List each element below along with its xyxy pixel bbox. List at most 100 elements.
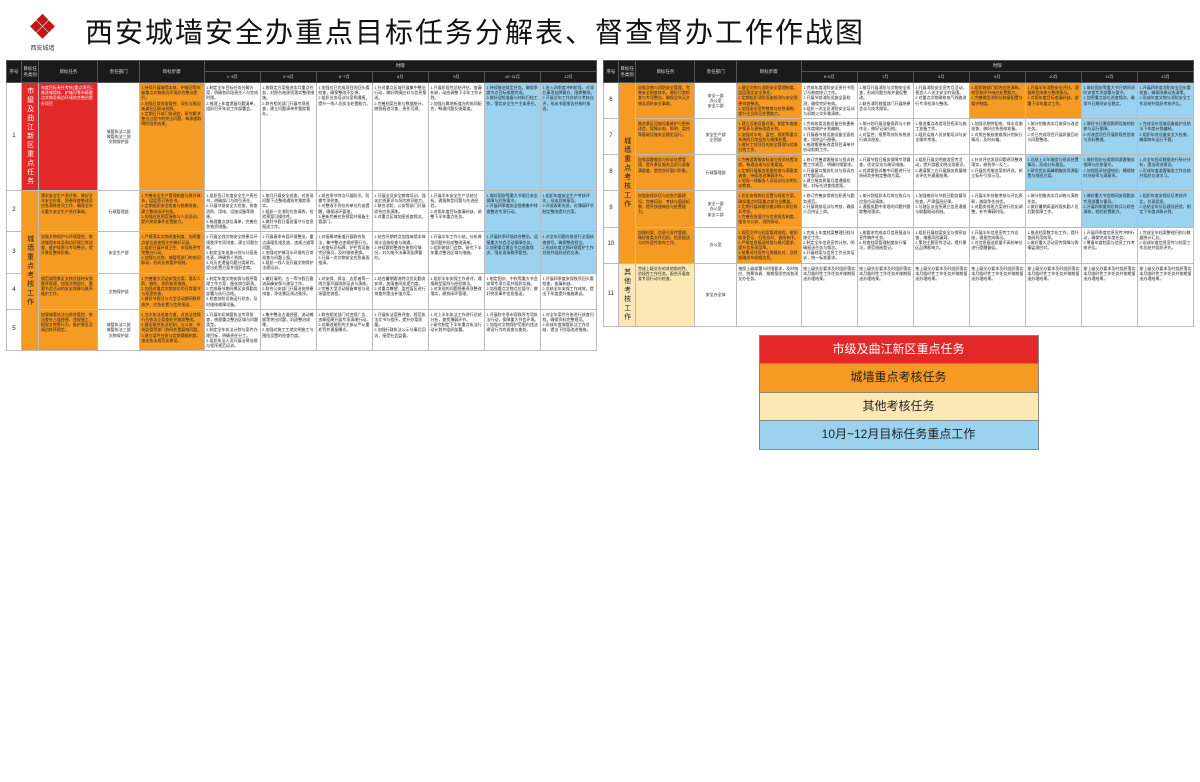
col-months-group: 时限 — [204, 61, 596, 72]
col-cat: 目标任务类别 — [618, 61, 636, 83]
dept-cell: 城管执法二部 城管执法三部 文物保护部 — [98, 309, 139, 350]
month-cell: 1.对安保、保洁、志愿者等一线力量开展岗前培训与演练。 2.完善大型活动报备审批… — [316, 273, 372, 309]
task-cell: 加强文物保护与环境管控，推进城墙本体及周边环境日常巡查、维护保养与专项整治，提升… — [39, 232, 98, 273]
month-cell: 1.开展年初城管执法专项排查，梳理重点整治区域与问题类型。 2.制定全年执法计划… — [204, 309, 260, 350]
legend-item: 市级及曲江新区重点任务 — [759, 335, 1038, 364]
row-number: 1 — [7, 83, 22, 191]
month-cell: 1.完成全年设施设备维护总结与下年度计划编制。 2.组织年终设备安全大检查，确保… — [1137, 119, 1193, 155]
page-header: ❖ 西安城墙 西安城墙安全办重点目标任务分解表、督查督办工作作战图 — [0, 0, 1200, 60]
month-cell: 1.完成年度消防安全责任书签订与制度修订工作。 2.开展节前消防设施全面检测，确… — [801, 83, 857, 119]
month-col: 11月 — [1081, 72, 1137, 83]
row-number: 11 — [604, 263, 619, 326]
logo-icon: ❖ — [28, 11, 57, 43]
month-cell: 1.制定全年目标任务分解方案，明确各阶段责任人与完成时限。 2.梳理上年度遗留问… — [204, 83, 260, 191]
brand-logo: ❖ 西安城墙 — [20, 9, 65, 54]
month-col: 10~11月 — [484, 72, 540, 83]
brand-name: 西安城墙 — [30, 43, 54, 52]
month-cell: 1.结合季节特点开展防汛、防雷专项检查。 2.对整改不到位的单位约谈提醒，确保闭… — [316, 191, 372, 232]
dept-cell: 安全一部 办公室 安全二部 — [695, 83, 736, 119]
month-cell: 1.结合汛期特点加强城墙本体排水设施检查与疏通。 2.持续跟踪整改台账销号情况，… — [372, 232, 428, 273]
col-dept: 责任部门 — [695, 61, 736, 83]
dept-cell: 安全生产部 — [98, 232, 139, 273]
dept-cell: 安全一部 办公室 安全二部 — [695, 191, 736, 227]
table-row: 7推进景区设施设备维护与更新改造，保障水电、照明、监控等基础设施安全稳定运行。安… — [604, 119, 1194, 155]
step-cell: 1.健全文物与消防安全管理制度，层层落实安全责任。 2.定期组织消防设施检测与安… — [736, 83, 801, 119]
row-number: 9 — [604, 191, 619, 227]
month-cell: 1.开展节假日服务保障专项督查，优化导览与疏导措施。 2.对游客投诉集中问题进行… — [857, 155, 913, 191]
step-cell: 1.加大执法巡查力度，对违法违规行为依法立案查处并跟踪整改。 2.健全联合执法机… — [139, 309, 204, 350]
month-col: 10月 — [1025, 72, 1081, 83]
month-cell: 1.针对评估发现问题逐项整改落实，做到举一反三。 2.开展优秀服务案例评选，树立… — [969, 155, 1025, 191]
month-cell: 1.开展秋冬季市容秩序专项执法行动，保障重大节会环境。 2.加强对文物保护范围内… — [484, 309, 540, 350]
month-cell: 1.开展四季度安保秩序回头看检查，查漏补缺。 2.总结全年安保工作成效，提出下年… — [540, 273, 596, 309]
month-cell: 1.加强夜间与节假日勤务督导检查，严肃值班纪律。 2.与辖区派出所建立信息通报与… — [913, 191, 969, 227]
task-cell: 加强安保队伍与应急力量建设，完善培训、考核与值班机制，提升快速响应与处置能力。 — [636, 191, 695, 227]
category-cell: 其他考核工作 — [618, 263, 636, 326]
step-cell: 1.完善游客服务标准与投诉处置流程，畅通咨询与反馈渠道。 2.定期开展服务质量检… — [736, 155, 801, 191]
right-table: 序号 目标任务类别 目标任务 责任部门 目标步骤 时限 5~6月7月8月9月10… — [603, 60, 1194, 327]
month-col: 5~6月 — [801, 72, 857, 83]
dept-cell: 行政管理部 — [695, 155, 736, 191]
dept-cell: 城管执法二部 城管执法三部 文物保护部 — [98, 83, 139, 191]
month-cell: 1.按计划推进本月训练与演练任务。 2.做好暑期高温时段执勤人员后勤保障工作。 — [1025, 191, 1081, 227]
month-cell: 1.加强汛期供配电、排水设施巡查，做好应急抢修准备。 2.对照台账核查维保计划执… — [969, 119, 1025, 155]
task-cell: 完成上级交办的其他临时性、阶段性工作任务，配合开展各类专项行动与检查。 — [636, 263, 695, 326]
row-number: 10 — [604, 227, 619, 263]
table-row: 6城墙重点考核工作加强文物与消防安全管理，完善安全制度体系，做好日常检查与专项整… — [604, 83, 1194, 119]
category-cell: 城墙重点考核工作 — [21, 191, 39, 351]
month-cell: 按上级交办要求及时组织落实本月临时性工作任务并按期报送办理结果。 — [913, 263, 969, 326]
month-cell: 1.进入四季度冲刺阶段，对滞后事项挂牌督办、限期整改。 2.开展全年工作总结与考… — [540, 83, 596, 191]
month-cell: 1.开展春季市容环境整治，重点清理乱堆乱放、违规占道等问题。 2.加强对护城河水… — [260, 232, 316, 273]
legend-wrap: 市级及曲江新区重点任务城墙重点考核任务其他考核任务10月~12月目标任务重点工作 — [603, 335, 1194, 450]
month-cell: 1.修订完善安保岗位职责与勤务规范。 2.开展岗前培训与考核，确保人员持证上岗。 — [801, 191, 857, 227]
table-row: 1市级及曲江新区重点任务年度目标责任考核(重点项目)：推进城墙体、护城河等市级重… — [7, 83, 597, 191]
month-cell: 1.开展半年消防安全评估，通报典型隐患与整改情况。 2.对照年度目标查漏补缺，部… — [1025, 83, 1081, 119]
month-cell: 1.开展秋季环境综合整治，迎接重大节会活动保障任务。 2.加密重点景区节点巡查频… — [484, 232, 540, 273]
step-cell: 1.严格落实文物巡查制度，加密重点部位巡查频次并做好记录。 2.组织开展环境卫生… — [139, 232, 204, 273]
month-cell: 1.开展半年信息宣传工作总结，通报完成情况。 2.对信息报送质量不高的单位进行提… — [969, 227, 1025, 263]
month-cell: 1.组织签订年度安全生产责任书，明确部门与岗位责任。 2.开展节前安全大检查，排… — [204, 191, 260, 232]
month-cell: 1.做好重大节会期间安保勤务专项部署与督导。 2.开展四季度岗位练兵与综合演练，… — [1081, 191, 1137, 227]
month-cell: 1.开展阶段性总结评估，查漏补缺，动态调整下半年工作计划。 2.加强与属地街道办… — [428, 83, 484, 191]
table-row: 10加强档案、信息与宣传管理，做好各类文件归档、信息报送与对外宣传发布工作。办公… — [604, 227, 1194, 263]
step-cell: 1.建立设施设备台账，制定年度维护保养与更新改造计划。 2.加强对水电、监控、照… — [736, 119, 801, 155]
task-cell: 年度目标责任考核(重点项目)：推进城墙体、护城河等市级重点文物及周边环境综合整治… — [39, 83, 98, 191]
month-cell: 1.做好节日景观照明设施的检修与运行保障。 2.对改造项目开展阶段性验收与资料整… — [1081, 119, 1137, 155]
month-cell: 1.开展四季度信息宣传冲刺行动，确保完成年度任务。 2.筹备年度档案与信息工作考… — [1081, 227, 1137, 263]
month-cell: 1.做好国庆长假期间游客服务保障与应急值守。 2.加强投诉快速响应，确保按时办结… — [1081, 155, 1137, 191]
month-cell: 按上级交办要求及时组织落实本月临时性工作任务并按期报送办理结果。 — [1025, 263, 1081, 326]
month-cell: 1.对上半年执法工作进行总结分析，查找薄弱环节。 2.研究制定下半年重点执法行动… — [428, 309, 484, 350]
month-col: 9月 — [428, 72, 484, 83]
table-row: 5加强城管执法与综合管控，依法查处占道经营、违规施工、损毁文物等行为，维护景区及… — [7, 309, 597, 350]
month-cell: 1.做好清明、五一等节假日客流高峰安保与疏导工作。 2.联合公安部门开展治安隐患… — [260, 273, 316, 309]
dept-cell: 安全办全体 — [695, 263, 736, 326]
month-cell: 1.完成各类设施设备台账更新与年度维护计划编制。 2.开展春节前设施设备全面检查… — [801, 119, 857, 155]
month-cell: 1.针对重点区域开展集中整治行动，做好舆情应对与信息报送。 2.完善档案台账与数… — [372, 83, 428, 191]
month-cell: 1.开展半年安全生产总结分析，通报典型问题与先进经验。 2.对照年度目标查漏补缺… — [428, 191, 484, 232]
row-number: 2 — [7, 191, 22, 232]
month-cell: 按上级交办要求及时组织落实本月临时性工作任务并按期报送办理结果。 — [1137, 263, 1193, 326]
body-wrap: 序号 目标任务类别 目标任务 责任部门 目标步骤 时限 1~3月4~5月6~7月… — [0, 60, 1200, 772]
left-table: 序号 目标任务类别 目标任务 责任部门 目标步骤 时限 1~3月4~5月6~7月… — [6, 60, 597, 351]
row-number: 7 — [604, 119, 619, 155]
task-cell: 加强档案、信息与宣传管理，做好各类文件归档、信息报送与对外宣传发布工作。 — [636, 227, 695, 263]
col-cat: 目标任务类别 — [21, 61, 39, 83]
month-cell: 1.制定国庆、中秋等重大节会安保专项方案并组织实施。 2.加强重点文物点位值守，… — [484, 273, 540, 309]
month-cell: 1.按月开展安全巡查，对发现问题下达整改通知并跟踪落实。 2.组织一次消防应急演… — [260, 191, 316, 232]
month-cell: 1.开展消防安全宣传月活动，营造人人关注安全的氛围。 2.对重点文物建筑电气线路… — [913, 83, 969, 119]
step-cell: 1.规范文件与档案管理流程，做到收发登记、归档及时、查阅有序。 2.严格信息报送… — [736, 227, 801, 263]
month-col: 8月 — [372, 72, 428, 83]
col-task: 目标任务 — [39, 61, 98, 83]
dept-cell: 文物保护部 — [98, 273, 139, 309]
table-row: 8加强游客服务与投诉处置管理，提升景区服务品质与游客满意度，塑造良好窗口形象。行… — [604, 155, 1194, 191]
row-number: 3 — [7, 232, 22, 273]
month-cell: 1.集中整治占道经营、流动摊贩等突出问题，巩固整治成果。 2.加强对施工工地文明… — [260, 309, 316, 350]
right-tbody: 6城墙重点考核工作加强文物与消防安全管理，完善安全制度体系，做好日常检查与专项整… — [604, 83, 1194, 327]
month-col: 6~7月 — [316, 72, 372, 83]
task-cell: 规范城墙景区文物及接待安保秩序管理，加强文物部位、重要节会活动的安全保障与秩序维… — [39, 273, 98, 309]
col-step: 目标步骤 — [736, 61, 801, 83]
table-header: 序号 目标任务类别 目标任务 责任部门 目标步骤 时限 5~6月7月8月9月10… — [604, 61, 1194, 83]
month-cell: 1.组织年度安全生产考核评估，形成总结报告。 2.评选表彰先进，对薄弱环节制定整… — [540, 191, 596, 232]
month-cell: 1.开展四季度消防安全回头看检查，确保隐患动态清零。 2.形成年度文物与消防安全… — [1137, 83, 1193, 119]
month-cell: 1.开展执法案卷评查，规范执法文书与程序，提升办案质量。 2.加强行政执法公示与… — [372, 309, 428, 350]
